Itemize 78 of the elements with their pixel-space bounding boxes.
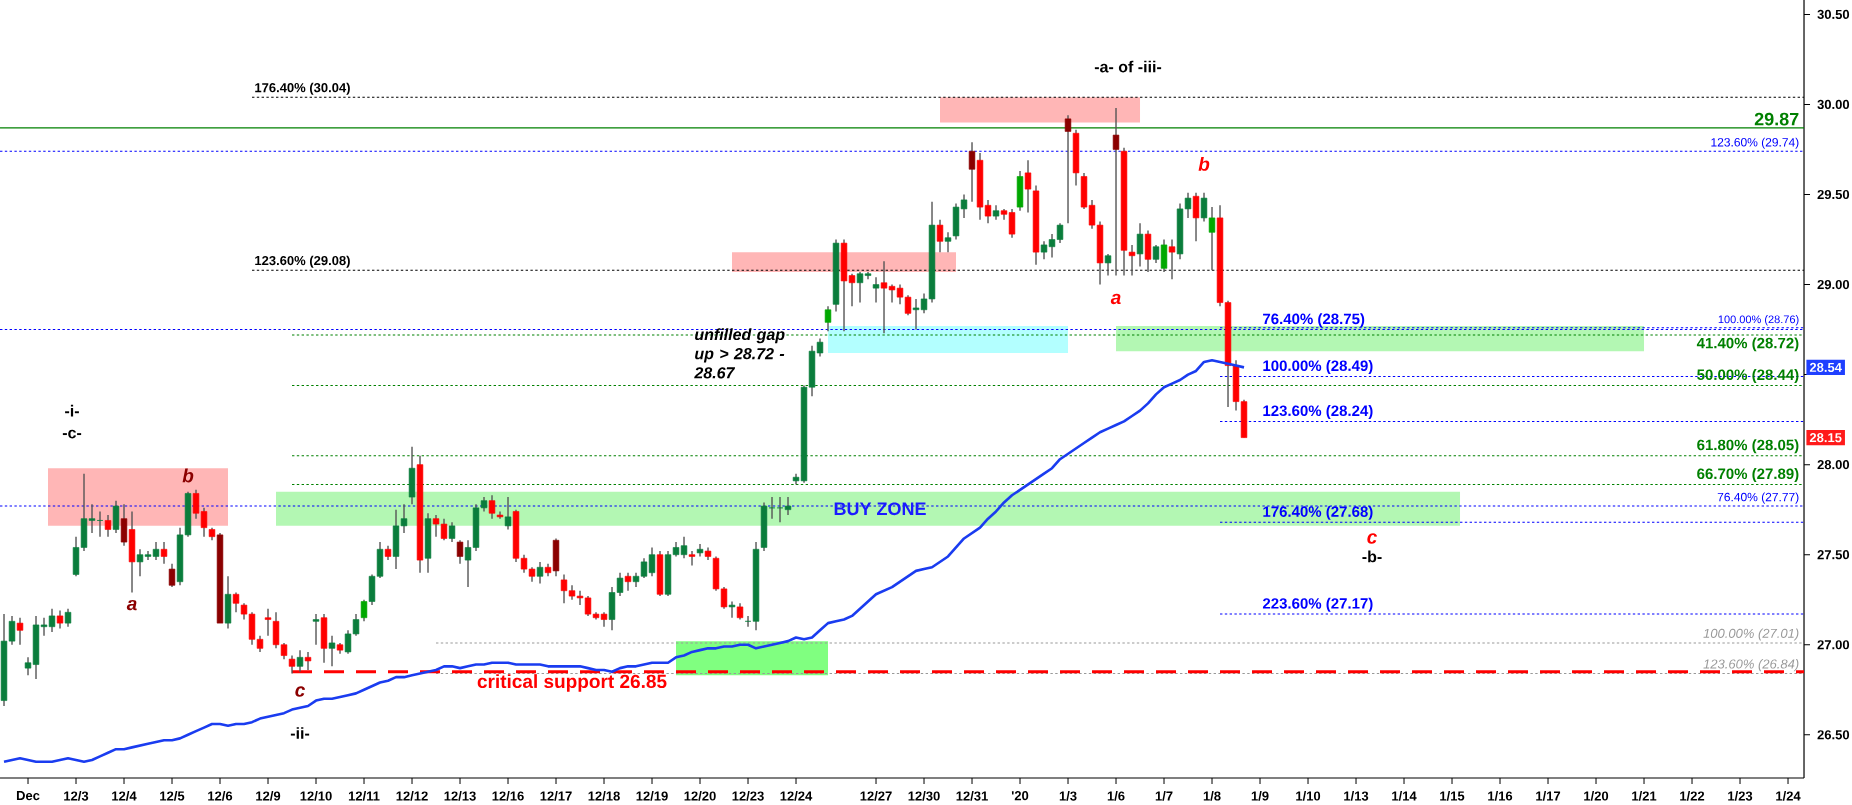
ref-line-label: 123.60% (29.74)	[1711, 137, 1799, 149]
x-tick-label: 12/24	[780, 791, 813, 801]
ref-line-label: 66.70% (27.89)	[1697, 468, 1799, 483]
ref-line-label: critical support 26.85	[477, 674, 667, 692]
x-tick-label: 1/24	[1776, 791, 1801, 801]
ref-line-label: 100.00% (28.49)	[1263, 360, 1373, 374]
x-tick-label: 12/27	[860, 791, 892, 801]
ref-line-label: 41.40% (28.72)	[1696, 337, 1799, 352]
ref-line-label: 123.60% (28.24)	[1263, 405, 1373, 420]
x-tick-label: 1/21	[1632, 791, 1657, 801]
ref-line-label: 76.40% (27.77)	[1717, 492, 1799, 504]
y-tick-label: 30.50	[1817, 9, 1850, 20]
x-tick-label: 1/14	[1392, 791, 1417, 801]
x-tick-label: 12/20	[684, 791, 716, 801]
ref-line-label: 76.40% (28.75)	[1263, 313, 1365, 328]
x-tick-label: 1/6	[1107, 791, 1125, 801]
ref-line-label: 176.40% (30.04)	[255, 82, 350, 95]
y-tick-label: 26.50	[1817, 730, 1850, 740]
ref-line-label: 123.60% (29.08)	[255, 255, 350, 268]
band-label: BUY ZONE	[834, 502, 926, 516]
x-tick-label: 12/6	[208, 791, 233, 801]
x-tick-label: 12/17	[540, 791, 572, 801]
x-tick-label: 1/7	[1155, 791, 1173, 801]
x-tick-label: 12/18	[588, 791, 620, 801]
annotation: c	[1367, 533, 1378, 544]
x-tick-label: 12/11	[348, 791, 380, 801]
y-tick-label: 29.50	[1817, 189, 1850, 200]
x-tick-label: 12/23	[732, 791, 764, 801]
band-label: unfilled gap up > 28.72 - 28.67	[694, 328, 785, 379]
x-tick-label: 1/3	[1059, 791, 1077, 801]
annotation: a	[126, 599, 137, 611]
ref-line-label: 61.80% (28.05)	[1697, 439, 1799, 454]
annotation: -c-	[62, 429, 82, 439]
y-tick-label: 30.00	[1817, 99, 1850, 110]
y-tick-label: 27.00	[1817, 640, 1850, 650]
annotation: -i-	[65, 404, 79, 417]
ref-line-label: 100.00% (27.01)	[1703, 628, 1799, 641]
ref-line-label: 29.87	[1754, 112, 1799, 126]
ref-line-label: 176.40% (27.68)	[1263, 505, 1373, 520]
annotation: c	[295, 686, 306, 697]
ref-line-label: 100.00% (28.76)	[1718, 315, 1799, 326]
x-tick-label: 12/31	[956, 791, 988, 801]
y-tick-label: 29.00	[1817, 279, 1850, 290]
x-tick-label: 1/9	[1251, 791, 1269, 801]
x-tick-label: 1/23	[1728, 791, 1753, 801]
ref-line-label: 123.60% (26.84)	[1703, 659, 1799, 672]
x-tick-label: 12/5	[160, 791, 185, 801]
annotation: 28.15	[1809, 433, 1842, 443]
x-tick-label: 1/16	[1488, 791, 1513, 801]
x-tick-label: 1/22	[1680, 791, 1705, 801]
annotation: b	[182, 468, 194, 483]
x-tick-label: 12/10	[300, 791, 332, 801]
annotation: -a- of -iii-	[1094, 60, 1162, 73]
x-tick-label: 12/12	[396, 791, 428, 801]
x-tick-label: 1/8	[1203, 791, 1221, 801]
x-tick-label: '20	[1011, 791, 1029, 801]
x-tick-label: 12/3	[64, 791, 89, 801]
x-tick-label: 12/9	[256, 791, 281, 801]
x-tick-label: 12/13	[444, 791, 476, 801]
annotation: -ii-	[290, 727, 310, 739]
annotation: b	[1198, 156, 1210, 171]
ref-line-label: 50.00% (28.44)	[1697, 369, 1799, 383]
y-tick-label: 28.00	[1817, 460, 1850, 470]
ref-line-label: 223.60% (27.17)	[1262, 597, 1373, 612]
annotation: -b-	[1362, 550, 1382, 563]
x-tick-label: 1/15	[1440, 791, 1465, 801]
x-tick-label: 12/19	[636, 791, 668, 801]
x-tick-label: 1/10	[1296, 791, 1321, 801]
x-tick-label: 1/20	[1584, 791, 1609, 801]
x-tick-label: 1/17	[1536, 791, 1561, 801]
annotation: 28.54	[1809, 362, 1842, 372]
x-tick-label: 12/4	[112, 791, 137, 801]
x-tick-label: 12/30	[908, 791, 940, 801]
x-tick-label: 12/16	[492, 791, 524, 801]
x-tick-label: Dec	[16, 791, 40, 801]
annotation: a	[1110, 293, 1121, 305]
y-tick-label: 27.50	[1817, 550, 1850, 560]
x-tick-label: 1/13	[1344, 791, 1369, 801]
